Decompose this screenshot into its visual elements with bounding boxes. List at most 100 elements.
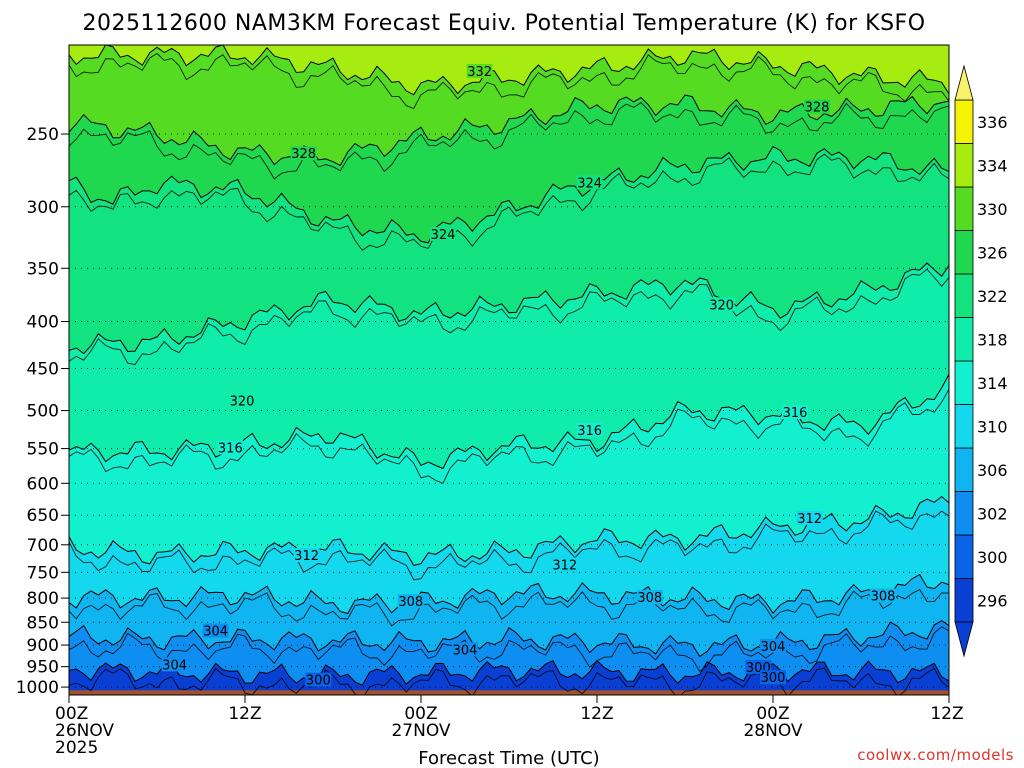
y-tick-label-300: 300	[27, 198, 59, 218]
colorbar-bottom-arrow	[954, 621, 974, 658]
contour-label-bg-17	[452, 642, 478, 657]
contour-line-332	[69, 45, 949, 96]
colorbar-segment-7	[954, 273, 974, 318]
contour-line-328-b	[69, 102, 949, 180]
contour-line-300	[69, 659, 949, 686]
x-tick-label-12-0: 12Z	[228, 704, 261, 724]
colorbar-segment-10	[954, 143, 974, 188]
contour-line-320	[69, 262, 949, 355]
plot-frame	[68, 44, 950, 696]
contour-label-bg-15	[870, 588, 896, 603]
y-tick-label-1000: 1000	[16, 678, 59, 698]
contour-labels: 332 328 328 324 324 320 320 316 316 316 312 312 312 3…	[161, 63, 896, 689]
contour-label-bg-6	[229, 393, 256, 408]
contour-label-bg-20	[305, 672, 332, 687]
x-tick-label-0-1: 26NOV	[55, 721, 114, 741]
contour-line-312	[69, 495, 949, 566]
contour-line-308	[69, 573, 949, 615]
colorbar-label-310: 310	[977, 417, 1008, 436]
contour-label-308: 308	[637, 591, 662, 606]
colorbar-label-306: 306	[977, 461, 1008, 480]
contour-line-304	[69, 620, 949, 658]
credit-text[interactable]: coolwx.com/models	[857, 746, 1014, 764]
colorbar-label-336: 336	[977, 113, 1008, 132]
contour-label-300: 300	[306, 674, 331, 689]
x-tick-label-0-2: 2025	[55, 738, 98, 758]
contour-label-304: 304	[203, 625, 228, 640]
contour-label-bg-12	[796, 510, 823, 525]
y-tick-label-400: 400	[27, 313, 59, 333]
contour-label-bg-2	[804, 99, 830, 114]
contour-label-328: 328	[805, 101, 830, 116]
colorbar-segment-2	[954, 491, 974, 536]
contour-label-312: 312	[797, 512, 822, 527]
contour-label-304: 304	[761, 640, 786, 655]
contour-line-316-b	[69, 388, 949, 484]
colorbar-segment-5	[954, 360, 974, 405]
y-tick-label-700: 700	[27, 536, 59, 556]
contour-label-bg-8	[576, 422, 603, 437]
x-tick-label-24-0: 00Z	[404, 704, 437, 724]
y-tick-label-250: 250	[27, 125, 59, 145]
contour-label-324: 324	[577, 176, 602, 191]
contour-label-308: 308	[398, 595, 423, 610]
contour-label-bg-13	[397, 594, 424, 609]
y-tick-label-350: 350	[27, 259, 59, 279]
colorbar-segment-0	[954, 578, 974, 623]
y-tick-label-800: 800	[27, 589, 59, 609]
contour-label-bg-1	[290, 146, 317, 161]
y-tick-label-600: 600	[27, 474, 59, 494]
contour-label-316: 316	[783, 406, 808, 421]
contour-label-bg-7	[217, 440, 244, 455]
x-tick-label-48-0: 00Z	[756, 704, 789, 724]
colorbar-label-314: 314	[977, 374, 1008, 393]
y-tick-label-750: 750	[27, 563, 59, 583]
contour-line-332-b	[69, 52, 949, 110]
y-tick-label-900: 900	[27, 636, 59, 656]
contour-label-bg-4	[430, 226, 456, 241]
x-tick-label-48-1: 28NOV	[743, 721, 802, 741]
x-axis-label: Forecast Time (UTC)	[418, 748, 599, 768]
y-tick-label-450: 450	[27, 360, 59, 380]
contour-label-316: 316	[577, 424, 602, 439]
colorbar-label-326: 326	[977, 243, 1008, 262]
contour-label-320: 320	[709, 298, 734, 313]
contour-label-304: 304	[162, 658, 187, 673]
contour-line-324	[69, 145, 949, 244]
y-tick-label-500: 500	[27, 402, 59, 422]
contour-line-300-b	[69, 667, 949, 695]
contour-label-324: 324	[431, 228, 456, 243]
surface-terrain	[69, 690, 949, 695]
contour-label-bg-10	[293, 548, 320, 563]
y-tick-label-850: 850	[27, 613, 59, 633]
contour-line-308-b	[69, 589, 949, 627]
y-tick-label-950: 950	[27, 658, 59, 678]
x-tick-label-36-0: 12Z	[580, 704, 613, 724]
colorbar-label-318: 318	[977, 330, 1008, 349]
contour-lines	[69, 45, 949, 695]
contour-label-bg-5	[708, 297, 735, 312]
contour-label-300: 300	[761, 671, 786, 686]
x-tick-label-0-0: 00Z	[55, 704, 88, 724]
contour-line-312-b	[69, 510, 949, 581]
colorbar: 296 300 302 306 310 314 318 322 326 330 334 336	[954, 64, 1008, 658]
filled-contours	[69, 45, 949, 695]
contour-line-328	[69, 94, 949, 167]
contour-label-332: 332	[467, 65, 492, 80]
colorbar-label-330: 330	[977, 200, 1008, 219]
contour-label-bg-22	[760, 670, 786, 685]
colorbar-segment-1	[954, 534, 974, 579]
colorbar-segment-3	[954, 447, 974, 492]
x-tick-label-60-0: 12Z	[930, 704, 963, 724]
contour-line-324-b	[69, 153, 949, 251]
colorbar-segment-4	[954, 404, 974, 449]
contour-label-304: 304	[453, 643, 478, 658]
contour-label-328: 328	[291, 147, 316, 162]
colorbar-segment-11	[954, 99, 974, 144]
colorbar-segment-9	[954, 186, 974, 231]
colorbar-segment-6	[954, 317, 974, 362]
contour-label-308: 308	[871, 590, 896, 605]
contour-line-320-b	[69, 268, 949, 366]
contour-line-316	[69, 374, 949, 470]
